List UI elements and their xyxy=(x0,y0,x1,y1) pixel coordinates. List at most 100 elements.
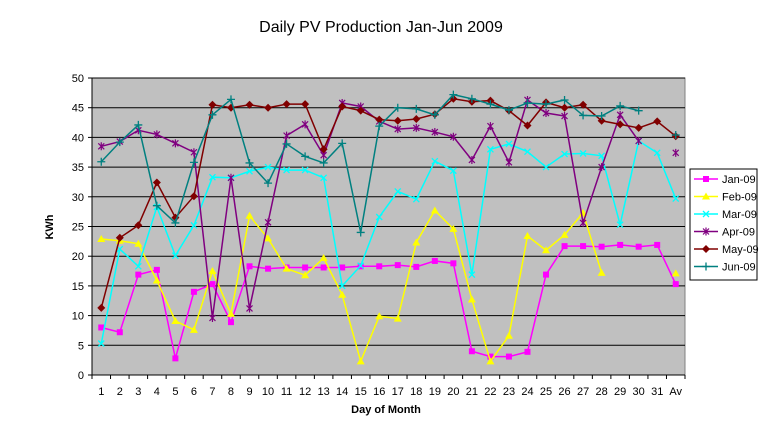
data-point xyxy=(486,357,495,365)
data-point xyxy=(115,233,124,242)
data-point xyxy=(282,100,291,109)
legend-entry: May-09 xyxy=(694,244,759,256)
data-point xyxy=(467,94,476,103)
data-point xyxy=(227,173,235,182)
chart-title: Daily PV Production Jan-Jun 2009 xyxy=(259,19,503,36)
x-tick-label: 2 xyxy=(117,386,123,398)
data-point xyxy=(653,117,662,126)
x-tick-label: 3 xyxy=(135,386,141,398)
data-point xyxy=(431,257,438,264)
data-point xyxy=(226,95,235,104)
data-point xyxy=(412,195,420,203)
x-tick-label: 18 xyxy=(410,386,422,398)
y-tick-label: 45 xyxy=(72,103,84,115)
data-point xyxy=(264,218,272,227)
data-point xyxy=(654,241,661,248)
gridlines xyxy=(92,77,685,346)
data-point xyxy=(449,167,457,175)
data-point xyxy=(172,355,179,362)
data-point xyxy=(208,173,216,181)
data-point xyxy=(357,262,365,270)
data-point xyxy=(617,241,624,248)
data-point xyxy=(375,312,384,320)
data-point xyxy=(672,281,679,288)
data-point xyxy=(226,309,235,317)
x-axis-label: Day of Month xyxy=(351,404,421,416)
data-point xyxy=(394,125,402,134)
data-point xyxy=(579,208,588,216)
series-jan-09 xyxy=(98,241,679,362)
data-point xyxy=(523,232,532,240)
data-point xyxy=(338,290,347,298)
legend-box xyxy=(689,168,758,281)
data-point xyxy=(635,243,642,250)
data-point xyxy=(412,114,421,123)
data-point xyxy=(468,155,476,164)
y-tick-label: 20 xyxy=(72,251,84,263)
data-point xyxy=(635,136,643,145)
data-point xyxy=(598,243,605,250)
data-point xyxy=(486,145,494,153)
data-point xyxy=(616,101,625,110)
x-tick-label: 10 xyxy=(262,386,274,398)
data-point xyxy=(152,201,161,210)
data-point xyxy=(487,353,494,360)
data-point xyxy=(560,103,569,112)
series-layer xyxy=(97,90,680,365)
data-point xyxy=(171,316,180,324)
data-point xyxy=(505,353,512,360)
x-tick-label: 14 xyxy=(336,386,348,398)
legend-entry: Apr-09 xyxy=(694,227,755,239)
data-point xyxy=(190,148,198,157)
data-point xyxy=(431,128,439,137)
data-point xyxy=(523,121,532,130)
data-point xyxy=(449,224,458,232)
x-tick-label: 5 xyxy=(172,386,178,398)
data-point xyxy=(208,110,217,119)
y-tick-label: 30 xyxy=(72,192,84,204)
data-point xyxy=(97,234,106,242)
data-point xyxy=(264,103,273,112)
series-mar-09 xyxy=(97,137,680,347)
data-point xyxy=(394,262,401,269)
x-tick-label: 1 xyxy=(98,386,104,398)
legend-entry: Jan-09 xyxy=(694,174,756,186)
data-point xyxy=(208,100,217,109)
data-point xyxy=(282,139,291,148)
data-point xyxy=(376,263,383,270)
data-point xyxy=(245,158,254,167)
data-point xyxy=(301,120,309,129)
data-point xyxy=(702,192,710,200)
data-point xyxy=(190,288,197,295)
legend-entry: Mar-09 xyxy=(694,209,757,221)
x-tick-label: 4 xyxy=(154,386,160,398)
x-tick-label: 15 xyxy=(355,386,367,398)
data-point xyxy=(579,111,588,120)
data-point xyxy=(116,329,123,336)
data-point xyxy=(264,234,273,242)
x-tick-label: 8 xyxy=(228,386,234,398)
data-point xyxy=(616,110,624,119)
data-point xyxy=(152,178,161,187)
legend-label: May-09 xyxy=(722,244,759,256)
data-point xyxy=(264,179,273,188)
y-axis-label: KWh xyxy=(44,214,56,239)
data-point xyxy=(505,140,513,148)
data-point xyxy=(226,103,235,112)
data-point xyxy=(264,163,272,171)
data-point xyxy=(134,221,143,230)
data-point xyxy=(115,138,124,147)
y-tick-label: 25 xyxy=(72,222,84,234)
data-point xyxy=(468,348,475,355)
data-point xyxy=(394,187,402,195)
data-point xyxy=(579,149,587,157)
x-tick-label: 12 xyxy=(299,386,311,398)
data-point xyxy=(339,264,346,271)
data-point xyxy=(524,148,531,156)
data-point xyxy=(319,253,328,261)
data-point xyxy=(579,100,588,109)
data-point xyxy=(338,282,346,290)
y-tick-label: 10 xyxy=(72,311,84,323)
x-tick-label: 11 xyxy=(281,386,292,398)
